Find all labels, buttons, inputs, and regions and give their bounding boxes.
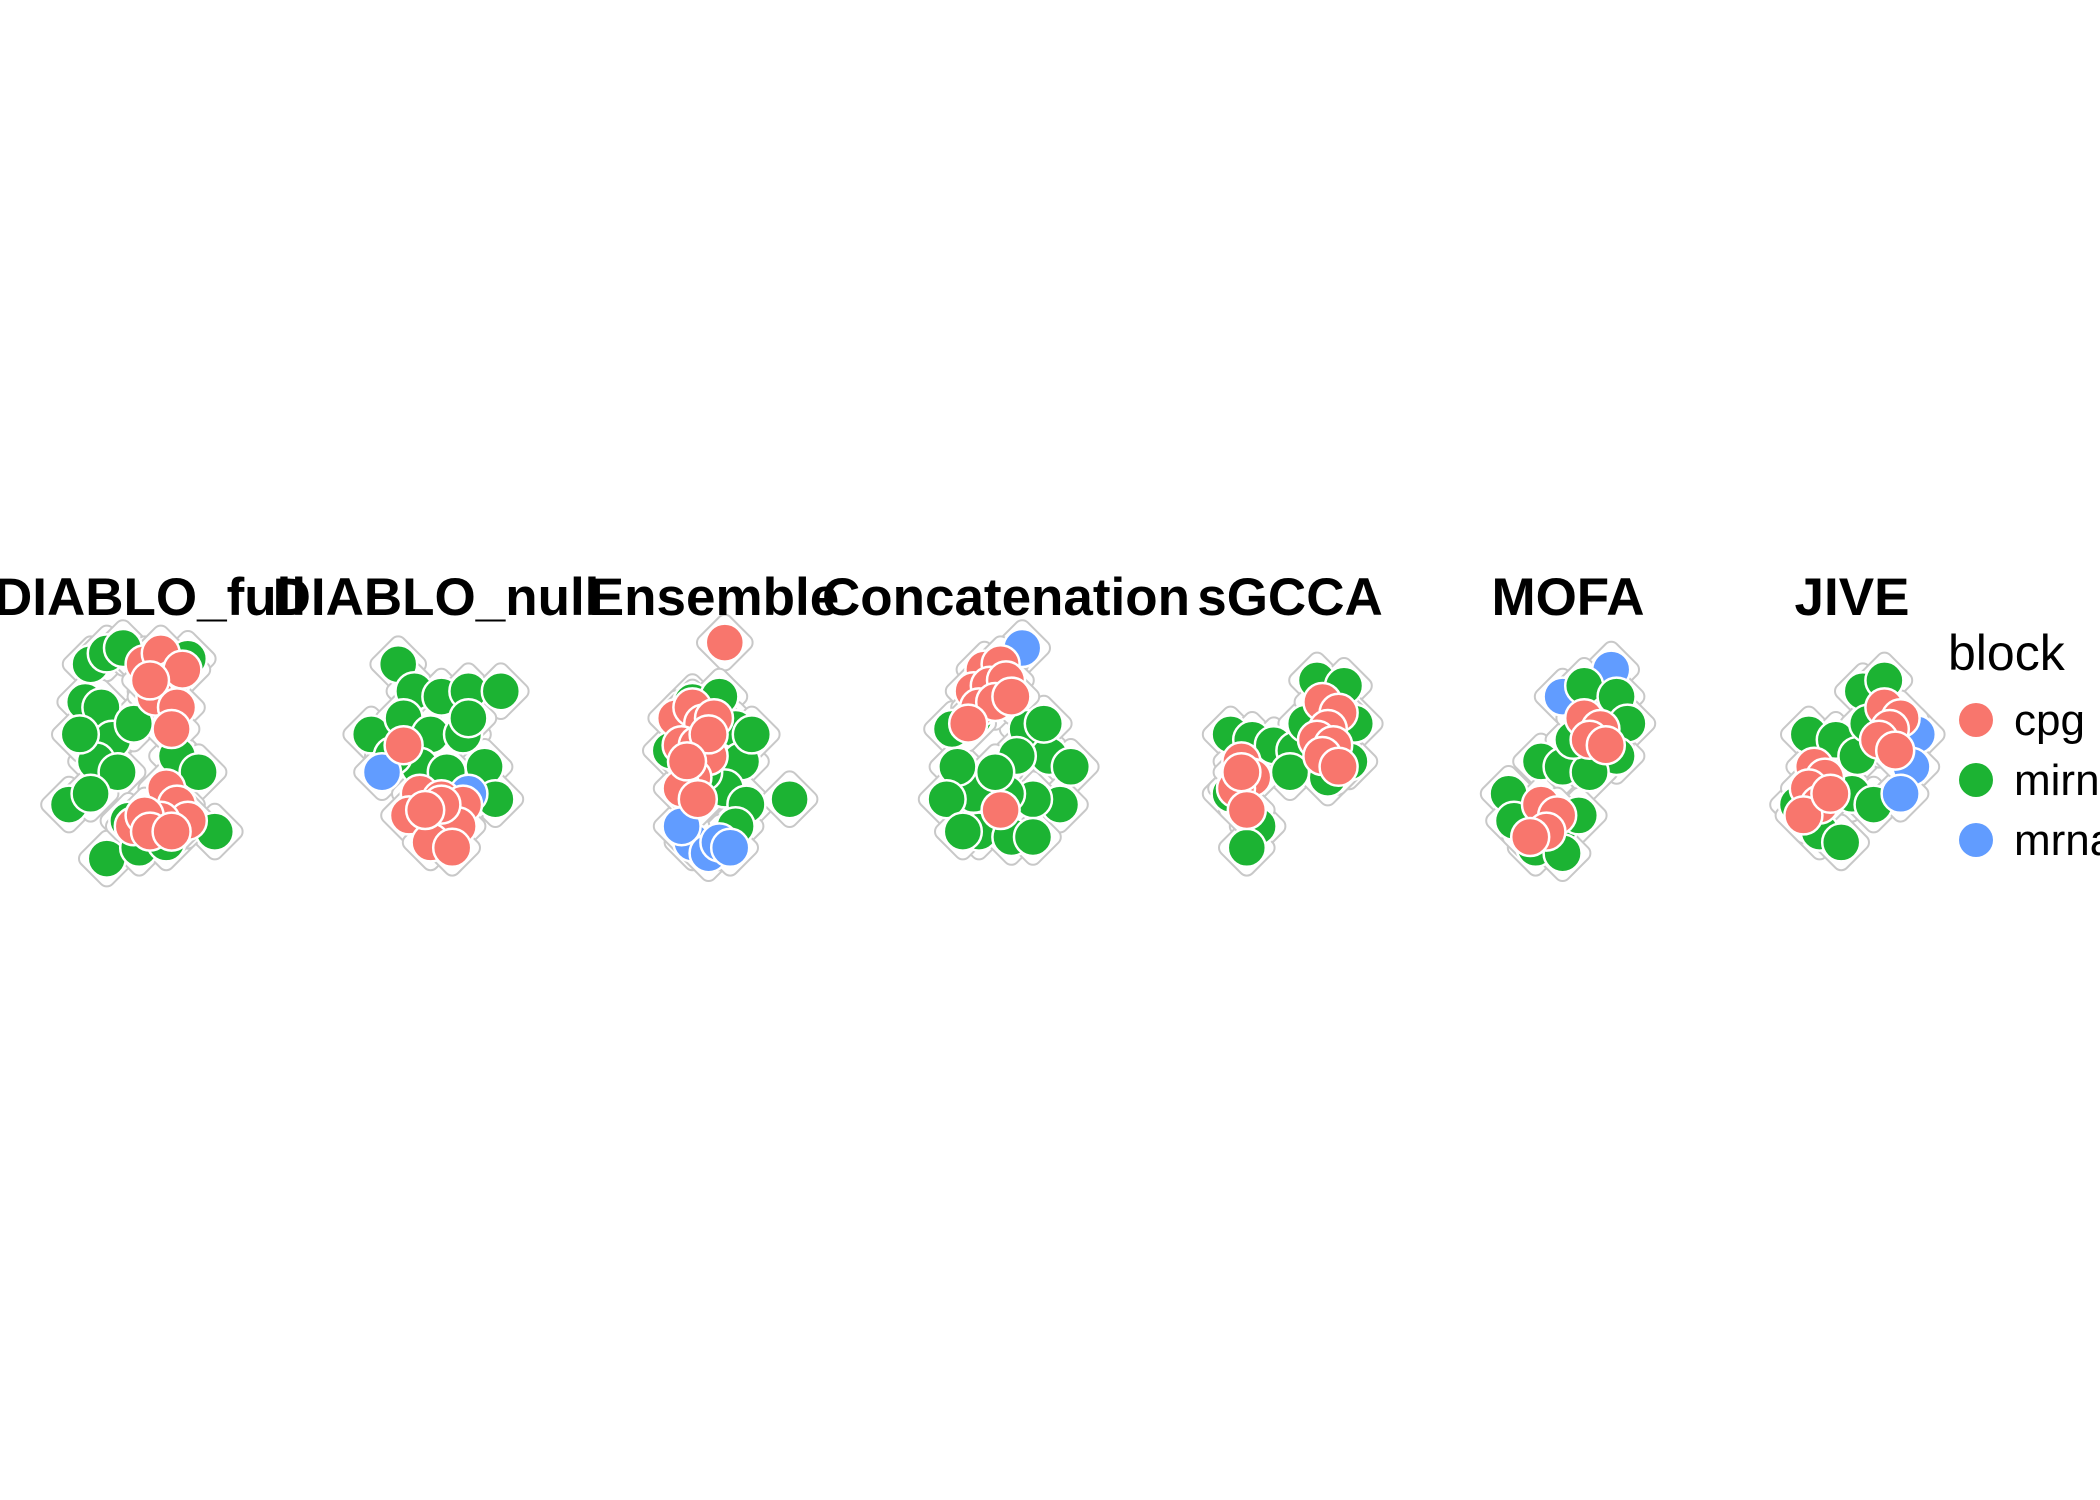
- data-point-mirna: [926, 778, 967, 820]
- panel-title: Ensemble: [589, 568, 839, 627]
- legend: block cpg mirna mrna: [1948, 625, 2100, 865]
- data-point-cpg: [151, 708, 192, 750]
- points: [48, 627, 236, 879]
- legend-title: block: [1948, 625, 2066, 681]
- panel-title: DIABLO_full: [0, 568, 306, 627]
- panel-title: MOFA: [1491, 568, 1644, 627]
- data-point-mirna: [448, 697, 489, 739]
- data-point-mirna: [769, 778, 810, 820]
- data-point-cpg: [404, 789, 446, 831]
- data-point-cpg: [383, 724, 424, 766]
- data-point-mirna: [1050, 746, 1092, 788]
- panel-diablo_null: DIABLO_null: [273, 568, 600, 877]
- panel-ensemble: Ensemble: [589, 568, 839, 882]
- data-point-cpg: [129, 660, 171, 701]
- points: [1777, 660, 1938, 863]
- panels: DIABLO_fullDIABLO_nullEnsembleConcatenat…: [0, 568, 1946, 888]
- data-point-mirna: [1023, 703, 1065, 744]
- panel-title: Concatenation: [822, 568, 1190, 627]
- data-point-cpg: [431, 827, 473, 869]
- panel-sgcca: sGCCA: [1197, 568, 1384, 877]
- points: [926, 627, 1092, 858]
- data-point-cpg: [1810, 773, 1851, 815]
- data-point-mirna: [974, 751, 1016, 793]
- data-point-cpg: [1221, 751, 1262, 793]
- data-point-cpg: [704, 622, 746, 663]
- panel-title: DIABLO_null: [273, 568, 600, 627]
- legend-key-mirna: [1959, 763, 1993, 797]
- data-point-mirna: [731, 714, 773, 755]
- data-point-cpg: [1585, 724, 1627, 766]
- points: [650, 622, 810, 874]
- panel-title: JIVE: [1795, 568, 1910, 627]
- legend-entries: cpg mirna mrna: [1959, 696, 2100, 865]
- data-point-cpg: [1226, 789, 1268, 831]
- data-point-mrna: [709, 827, 751, 869]
- panel-title: sGCCA: [1197, 568, 1383, 627]
- data-point-cpg: [1783, 795, 1824, 836]
- data-point-mrna: [361, 751, 403, 793]
- legend-key-cpg: [1959, 703, 1993, 737]
- data-point-cpg: [151, 811, 192, 852]
- points: [1210, 660, 1376, 869]
- data-point-mirna: [70, 773, 111, 815]
- panel-diablo_full: DIABLO_full: [0, 568, 306, 888]
- data-point-mirna: [1012, 816, 1054, 858]
- data-point-mirna: [942, 811, 984, 852]
- data-point-cpg: [1509, 816, 1551, 858]
- data-point-mrna: [1880, 773, 1921, 815]
- data-point-mirna: [178, 751, 219, 793]
- panel-concatenation: Concatenation: [822, 568, 1190, 866]
- points: [1488, 649, 1648, 874]
- data-point-cpg: [666, 741, 708, 782]
- data-point-cpg: [991, 676, 1032, 717]
- data-point-cpg: [980, 789, 1021, 831]
- data-point-cpg: [677, 778, 719, 820]
- legend-label-mirna: mirna: [2014, 756, 2100, 805]
- points: [350, 643, 522, 869]
- data-point-cpg: [1874, 730, 1916, 771]
- panel-jive: JIVE: [1769, 568, 1946, 872]
- data-point-cpg: [1318, 746, 1359, 788]
- data-point-mirna: [59, 714, 101, 755]
- data-point-cpg: [688, 714, 729, 755]
- legend-key-mrna: [1959, 823, 1993, 857]
- data-point-mirna: [1820, 822, 1862, 863]
- data-point-cpg: [947, 703, 989, 744]
- data-point-mirna: [97, 751, 138, 793]
- data-point-mirna: [480, 670, 522, 712]
- legend-label-mrna: mrna: [2014, 816, 2100, 865]
- data-point-mirna: [1226, 827, 1268, 869]
- legend-label-cpg: cpg: [2014, 696, 2085, 745]
- panel-mofa: MOFA: [1479, 568, 1657, 882]
